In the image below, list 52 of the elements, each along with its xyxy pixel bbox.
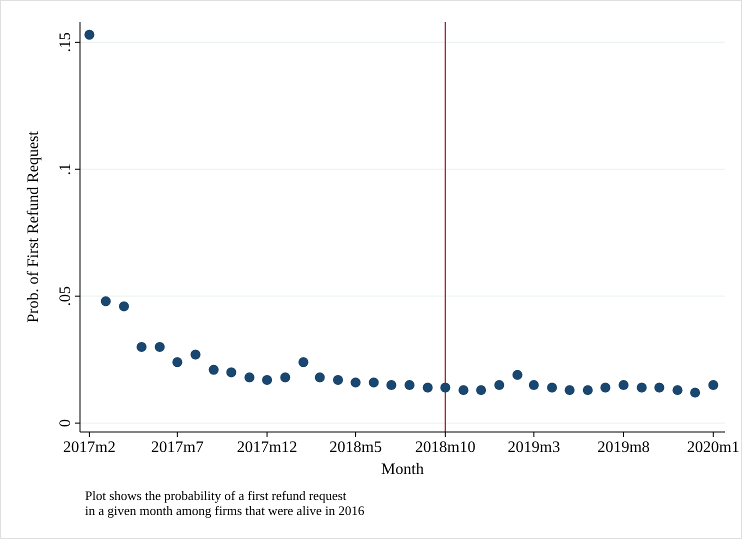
point — [314, 372, 325, 382]
point — [440, 382, 450, 393]
point — [172, 357, 182, 368]
point — [618, 380, 629, 390]
y-tick-label: .15 — [57, 32, 74, 52]
point — [512, 370, 522, 380]
point — [154, 342, 165, 352]
point — [690, 388, 700, 398]
point — [280, 372, 290, 382]
point — [190, 350, 201, 360]
y-tick-label: .05 — [57, 286, 74, 306]
point — [368, 377, 379, 388]
point — [422, 382, 433, 393]
x-tick-label: 2020m1 — [687, 439, 740, 456]
x-axis-title: Month — [381, 461, 424, 478]
text: in a given month among firms that were alive in 2016 — [85, 503, 365, 518]
point — [118, 301, 129, 312]
point — [582, 385, 593, 396]
point — [404, 380, 415, 390]
point — [386, 380, 396, 390]
x-tick-label: 2017m2 — [63, 439, 116, 456]
text: Plot shows the probability of a first refund request — [85, 488, 347, 503]
point — [654, 382, 664, 393]
x-tick-label: 2018m5 — [329, 439, 382, 456]
y-tick-label: 0 — [57, 419, 74, 428]
point — [226, 367, 236, 378]
point — [564, 385, 575, 396]
point — [84, 30, 94, 40]
point — [672, 385, 683, 396]
point — [494, 380, 504, 390]
point — [350, 377, 361, 388]
x-tick-label: 2019m3 — [508, 439, 560, 456]
point — [600, 382, 610, 393]
point — [244, 372, 254, 382]
x-tick-label: 2017m12 — [236, 439, 298, 456]
point — [136, 342, 147, 352]
point — [476, 385, 486, 396]
point — [298, 357, 308, 368]
point — [333, 374, 343, 385]
y-axis-title: Prob. of First Refund Request — [25, 130, 42, 323]
point — [262, 374, 272, 385]
point — [636, 382, 647, 393]
point — [208, 364, 219, 375]
x-tick-label: 2018m10 — [415, 439, 476, 456]
point — [100, 296, 111, 306]
point — [547, 382, 558, 393]
point — [458, 385, 468, 396]
x-tick-label: 2019m8 — [597, 439, 650, 456]
point — [708, 380, 718, 390]
point — [528, 380, 539, 390]
y-tick-label: .1 — [57, 163, 74, 176]
x-tick-label: 2017m7 — [151, 439, 204, 456]
